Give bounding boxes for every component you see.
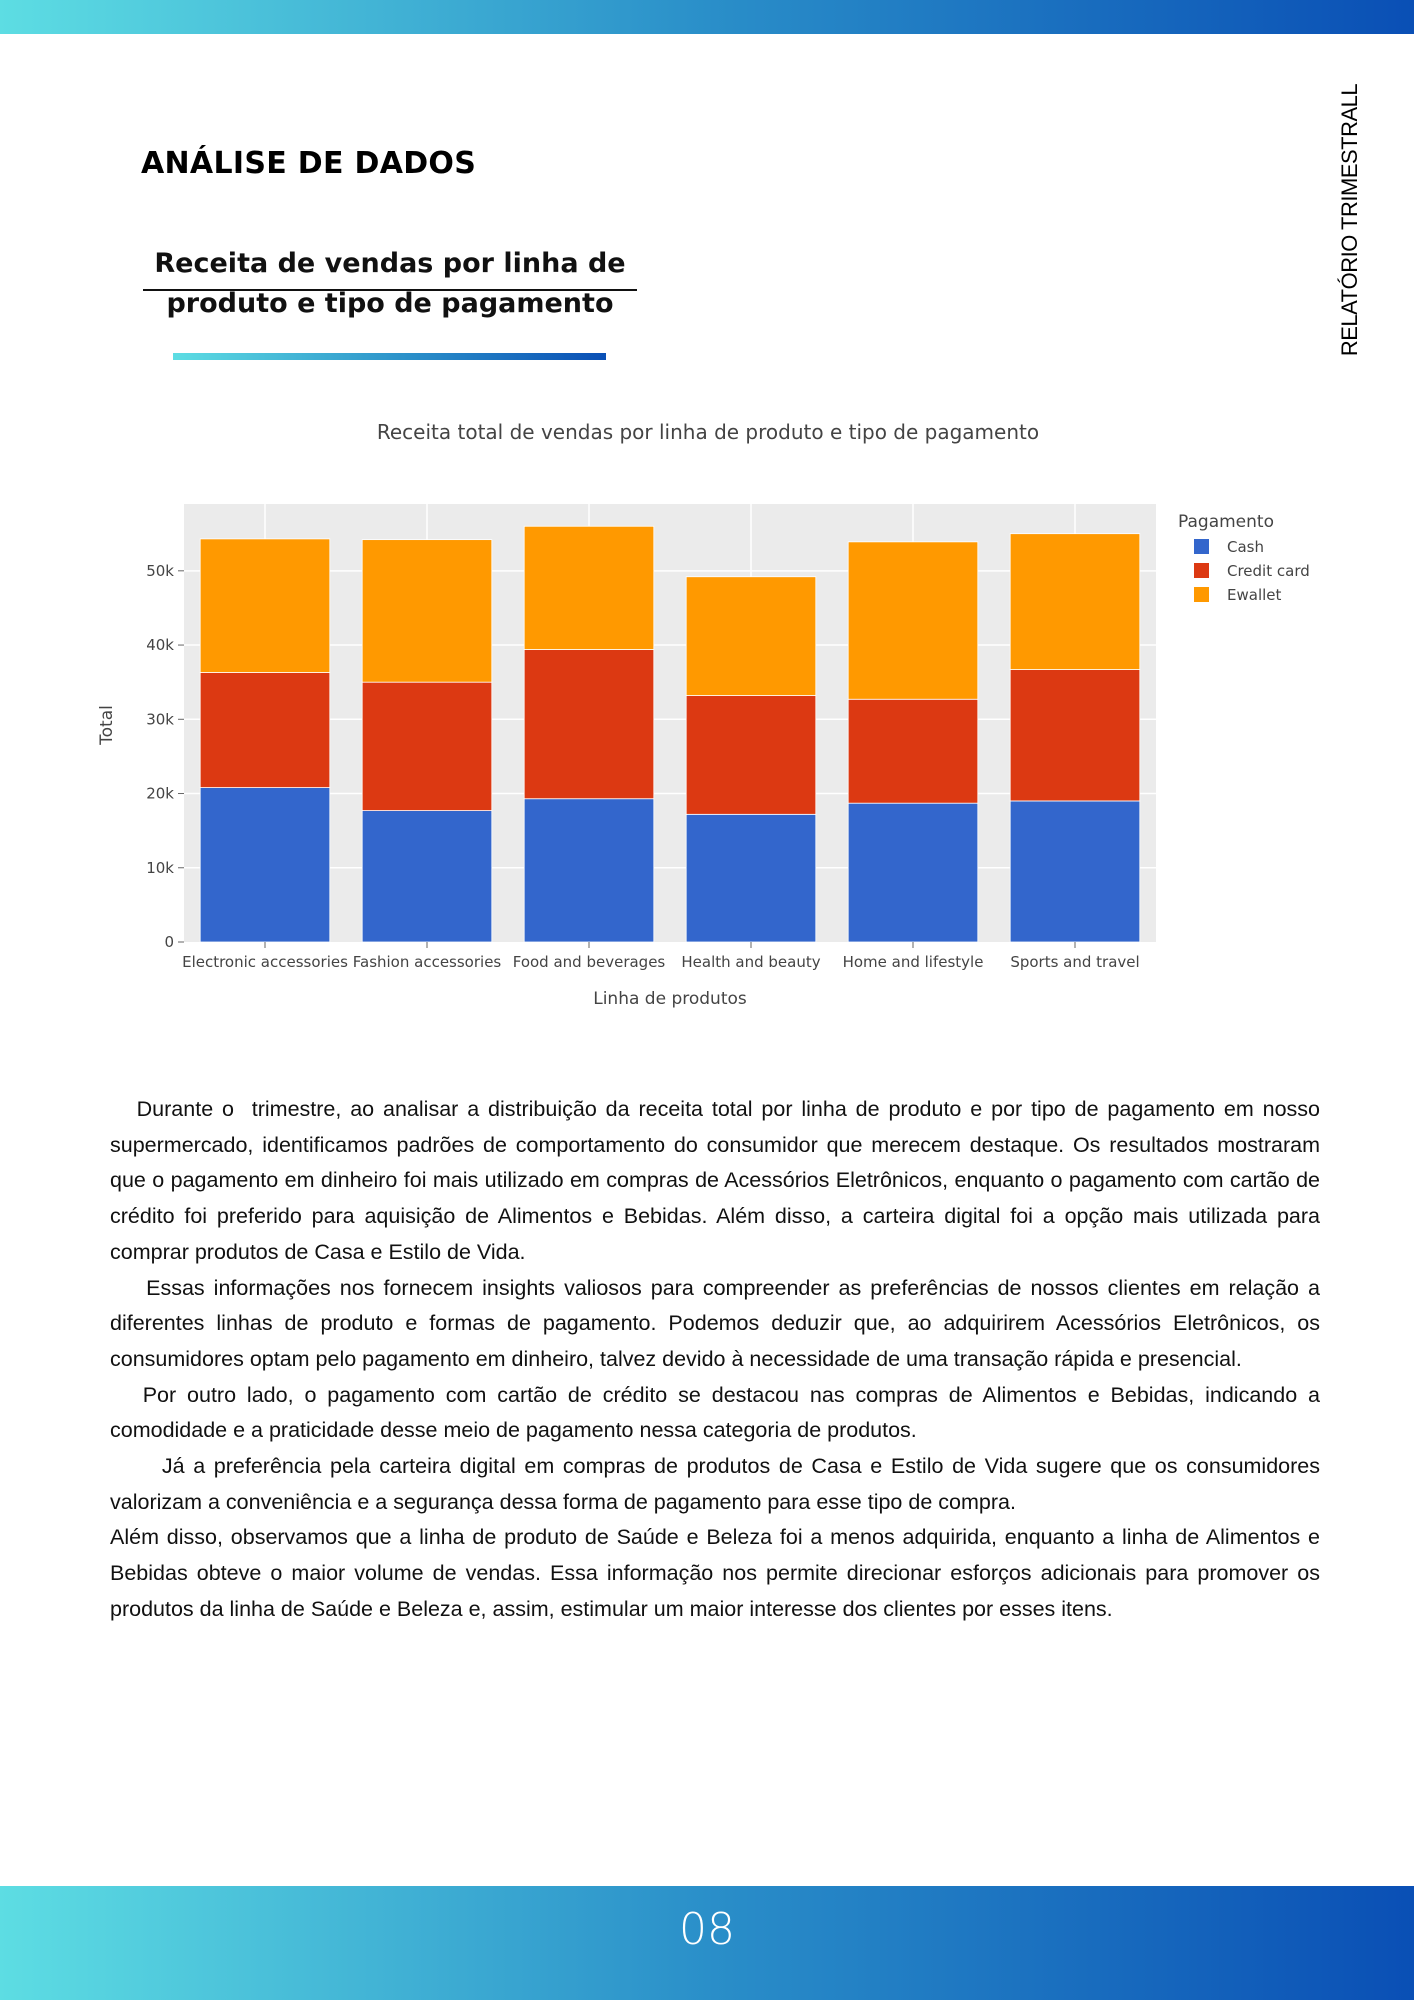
y-tick-label: 30k: [146, 710, 174, 728]
top-gradient-bar: [0, 0, 1414, 34]
bar-segment: [685, 695, 817, 815]
legend-title: Pagamento: [1178, 512, 1274, 532]
section-title: ANÁLISE DE DADOS: [141, 146, 477, 181]
legend-swatch: [1194, 587, 1209, 602]
plot-area: [184, 504, 1156, 942]
x-tick-label: Sports and travel: [1010, 953, 1139, 971]
bar-segment: [1009, 533, 1141, 670]
y-tick-label: 0: [164, 933, 174, 951]
bar-segment: [361, 810, 493, 943]
bar-segment: [685, 576, 817, 696]
subtitle-underline: [143, 289, 637, 291]
body-paragraph: Durante o trimestre, ao analisar a distr…: [110, 1097, 1326, 1264]
bar-segment: [199, 787, 331, 943]
y-tick-label: 20k: [146, 785, 174, 803]
x-tick-label: Home and lifestyle: [843, 953, 984, 971]
bar-segment: [523, 798, 655, 943]
bottom-gradient-bar: [0, 1886, 1414, 2000]
bar-segment: [1009, 800, 1141, 943]
chart-svg: Receita total de vendas por linha de pro…: [97, 420, 1310, 1009]
bar-segment: [1009, 669, 1141, 802]
bar-segment: [685, 813, 817, 943]
bar-segment: [361, 681, 493, 812]
chart-title: Receita total de vendas por linha de pro…: [377, 420, 1039, 444]
x-tick-label: Health and beauty: [681, 953, 820, 971]
legend-entry: Ewallet: [1227, 586, 1282, 604]
bar-segment: [847, 802, 979, 943]
page-number: 08: [679, 1904, 735, 1955]
stacked-bar-chart: Receita total de vendas por linha de pro…: [90, 410, 1350, 1020]
y-tick-label: 50k: [146, 562, 174, 580]
subtitle: Receita de vendas por linha de produto e…: [154, 248, 626, 319]
bar-segment: [847, 698, 979, 804]
bar-segment: [199, 672, 331, 788]
legend: Cash Credit card Ewallet: [1194, 538, 1310, 604]
y-axis-label: Total: [97, 705, 117, 746]
x-axis-label: Linha de produtos: [593, 989, 747, 1009]
bar-segment: [847, 541, 979, 700]
x-tick-label: Food and beverages: [513, 953, 666, 971]
legend-swatch: [1194, 539, 1209, 554]
side-report-label-text: RELATÓRIO TRIMESTRALL: [1337, 83, 1362, 357]
body-text: Durante o trimestre, ao analisar a distr…: [110, 1092, 1320, 1628]
y-tick-label: 40k: [146, 636, 174, 654]
legend-entry: Cash: [1227, 538, 1264, 556]
body-paragraph: Além disso, observamos que a linha de pr…: [110, 1525, 1326, 1621]
bar-segment: [523, 649, 655, 800]
bars-layer: [199, 525, 1141, 943]
bar-segment: [361, 539, 493, 683]
bar-segment: [523, 525, 655, 650]
body-paragraph: Por outro lado, o pagamento com cartão d…: [110, 1382, 1326, 1443]
bar-segment: [199, 538, 331, 673]
y-tick-label: 10k: [146, 859, 174, 877]
body-paragraph: Já a preferência pela carteira digital e…: [110, 1454, 1326, 1514]
subtitle-accent-bar: [173, 353, 606, 360]
legend-swatch: [1194, 563, 1209, 578]
legend-entry: Credit card: [1227, 562, 1310, 580]
axis-layer: 0 10k 20k 30k 40k 50k Electronic accessories Fa…: [146, 562, 1139, 971]
body-paragraph: Essas informações nos fornecem insights …: [110, 1275, 1326, 1371]
side-report-label: RELATÓRIO TRIMESTRALL: [1330, 84, 1370, 356]
x-tick-label: Fashion accessories: [353, 953, 502, 971]
x-tick-label: Electronic accessories: [182, 953, 348, 971]
